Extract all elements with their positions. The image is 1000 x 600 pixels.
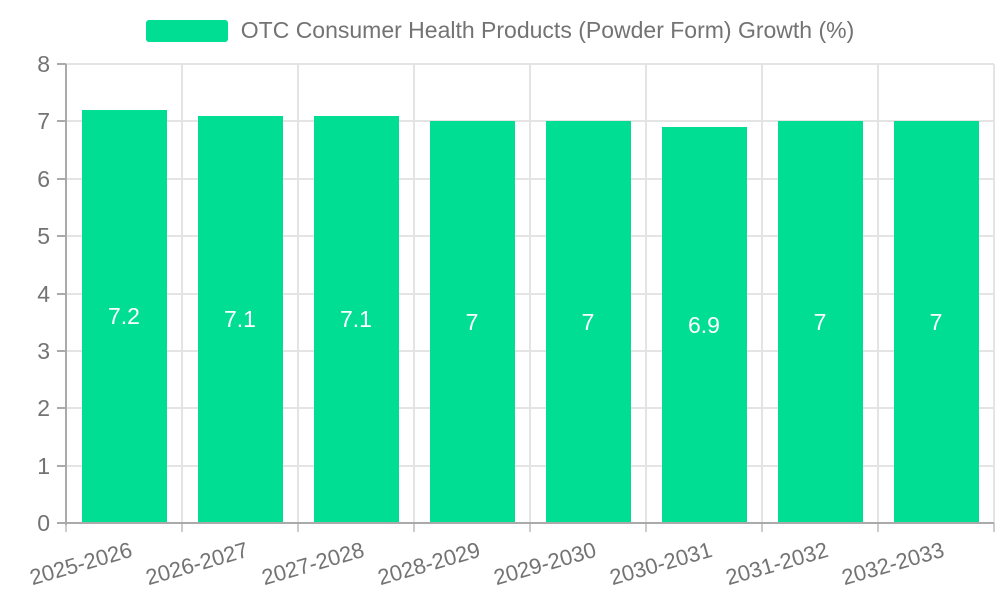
bar-value-label: 7.1 [224, 306, 256, 333]
gridline-vertical [181, 64, 183, 523]
y-axis-tick [57, 349, 66, 352]
x-axis-line [66, 522, 994, 524]
y-axis-tick-label: 8 [37, 51, 50, 77]
bar[interactable] [197, 115, 283, 522]
y-axis-tick [57, 63, 66, 65]
y-axis-tick-label: 0 [37, 510, 50, 536]
x-axis-tick [645, 523, 647, 532]
bar-value-label: 7 [465, 309, 479, 336]
bar-value-label: 7 [813, 309, 827, 336]
bar[interactable] [777, 121, 863, 522]
y-axis-tick [57, 177, 66, 180]
gridline-vertical [529, 64, 531, 523]
legend-swatch-icon [145, 19, 228, 42]
bar[interactable] [313, 115, 399, 522]
x-axis-tick [413, 523, 415, 532]
y-axis-tick-label: 3 [37, 337, 50, 364]
y-axis-tick [57, 522, 66, 524]
bar[interactable] [81, 109, 167, 522]
y-axis-tick-label: 7 [37, 108, 50, 135]
x-axis-tick [529, 523, 531, 532]
y-axis-tick-label: 5 [37, 223, 50, 250]
x-axis-tick [877, 523, 879, 532]
bar-value-label: 7.2 [108, 303, 140, 330]
gridline-vertical [761, 64, 763, 523]
x-axis-tick [297, 523, 299, 532]
x-axis-tick [65, 523, 67, 532]
y-axis-line [65, 64, 67, 525]
bar-value-label: 7.1 [340, 306, 372, 333]
y-axis-tick [57, 464, 66, 467]
legend[interactable]: OTC Consumer Health Products (Powder For… [0, 17, 1000, 44]
bar[interactable] [661, 127, 747, 522]
y-axis-tick [57, 235, 66, 238]
x-axis-tick [993, 523, 995, 532]
gridline-vertical [297, 64, 299, 523]
bar[interactable] [545, 121, 631, 522]
y-axis-tick-label: 6 [37, 165, 50, 192]
bar-value-label: 6.9 [688, 312, 720, 339]
bar-value-label: 7 [929, 309, 943, 336]
bar[interactable] [893, 121, 979, 522]
gridline-vertical [877, 64, 879, 523]
y-axis-tick-label: 4 [37, 280, 50, 307]
y-axis-tick [57, 407, 66, 410]
y-axis-tick [57, 120, 66, 123]
y-axis-tick-label: 1 [37, 452, 50, 479]
y-axis-tick [57, 292, 66, 295]
gridline-vertical [993, 64, 995, 523]
bar[interactable] [429, 121, 515, 522]
y-axis-tick-label: 2 [37, 395, 50, 422]
bar-value-label: 7 [581, 309, 595, 336]
x-axis-tick [181, 523, 183, 532]
gridline-vertical [413, 64, 415, 523]
x-axis-tick [761, 523, 763, 532]
legend-series-label: OTC Consumer Health Products (Powder For… [240, 17, 855, 43]
gridline-vertical [645, 64, 647, 523]
